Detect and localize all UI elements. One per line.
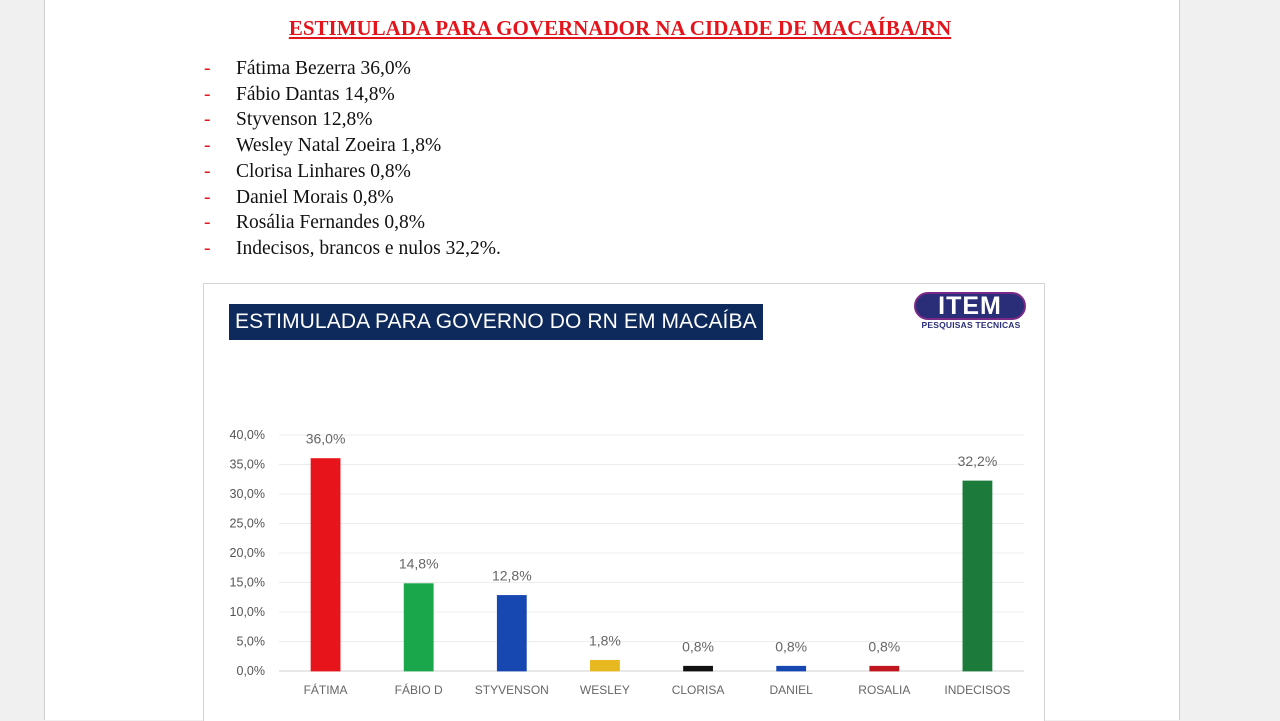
bar-chart: 0,0% 5,0% 10,0% 15,0% 20,0% 25,0% 30,0% 35,0% 40… <box>230 428 1024 697</box>
logo-tagline: PESQUISAS TECNICAS <box>921 320 1021 330</box>
category-label: DANIEL <box>770 683 814 697</box>
category-label: WESLEY <box>580 683 630 697</box>
logo-wordmark: ITEM <box>914 292 1026 320</box>
list-item: - Wesley Natal Zoeira 1,8% <box>200 133 501 159</box>
bar <box>683 665 713 672</box>
bullet-dash: - <box>204 135 211 157</box>
list-item: - Fátima Bezerra 36,0% <box>200 56 501 82</box>
category-label: FÁBIO D <box>395 682 443 697</box>
bar <box>496 595 527 672</box>
category-label: CLORISA <box>672 683 725 697</box>
bullet-dash: - <box>204 83 211 105</box>
category-label: ROSALIA <box>858 683 910 697</box>
results-list: - Fátima Bezerra 36,0% - Fábio Dantas 14,8… <box>200 56 501 262</box>
result-text: Clorisa Linhares 0,8% <box>236 160 411 182</box>
chart-title: ESTIMULADA PARA GOVERNO DO RN EM MACAÍBA <box>229 304 763 340</box>
y-tick-label: 20,0% <box>230 546 265 560</box>
bullet-dash: - <box>204 58 211 79</box>
item-logo: ITEM PESQUISAS TECNICAS <box>912 292 1030 334</box>
document-title: ESTIMULADA PARA GOVERNADOR NA CIDADE DE … <box>288 16 952 40</box>
bar <box>590 659 620 672</box>
y-tick-label: 15,0% <box>230 576 265 590</box>
bullet-dash: - <box>204 160 211 182</box>
category-label: INDECISOS <box>944 683 1010 697</box>
result-text: Styvenson 12,8% <box>236 109 373 131</box>
bullet-dash: - <box>204 212 211 234</box>
y-tick-label: 0,0% <box>237 664 266 678</box>
y-tick-label: 30,0% <box>230 487 265 501</box>
data-label: 0,8% <box>682 638 714 654</box>
result-text: Fátima Bezerra 36,0% <box>236 58 411 79</box>
list-item: - Daniel Morais 0,8% <box>200 185 501 211</box>
y-tick-label: 10,0% <box>230 605 265 619</box>
result-text: Indecisos, brancos e nulos 32,2%. <box>236 237 501 259</box>
bar <box>310 458 341 672</box>
y-tick-label: 5,0% <box>237 635 266 649</box>
category-label: STYVENSON <box>475 683 549 697</box>
result-text: Wesley Natal Zoeira 1,8% <box>236 135 442 157</box>
list-item: - Rosália Fernandes 0,8% <box>200 210 501 236</box>
data-label: 32,2% <box>958 453 998 469</box>
data-label: 1,8% <box>589 632 621 648</box>
category-label: FÁTIMA <box>304 682 348 697</box>
bar <box>869 665 900 672</box>
result-text: Daniel Morais 0,8% <box>236 186 394 208</box>
bullet-dash: - <box>204 237 211 259</box>
bullet-dash: - <box>204 109 211 131</box>
list-item: - Styvenson 12,8% <box>200 107 501 133</box>
result-text: Rosália Fernandes 0,8% <box>236 212 426 234</box>
y-tick-label: 25,0% <box>230 517 265 531</box>
list-item: - Indecisos, brancos e nulos 32,2%. <box>200 236 501 262</box>
bar <box>403 583 434 672</box>
data-label: 14,8% <box>399 556 439 572</box>
bar <box>776 665 807 672</box>
y-tick-label: 40,0% <box>230 428 265 442</box>
list-item: - Clorisa Linhares 0,8% <box>200 159 501 185</box>
bullet-dash: - <box>204 186 211 208</box>
y-tick-label: 35,0% <box>230 458 265 472</box>
data-label: 12,8% <box>492 567 532 583</box>
list-item: - Fábio Dantas 14,8% <box>200 82 501 108</box>
chart-container: ESTIMULADA PARA GOVERNO DO RN EM MACAÍBA… <box>203 283 1045 721</box>
result-text: Fábio Dantas 14,8% <box>236 83 395 105</box>
bar <box>962 480 993 672</box>
data-label: 0,8% <box>868 638 900 654</box>
data-label: 36,0% <box>306 431 346 447</box>
data-label: 0,8% <box>775 638 807 654</box>
